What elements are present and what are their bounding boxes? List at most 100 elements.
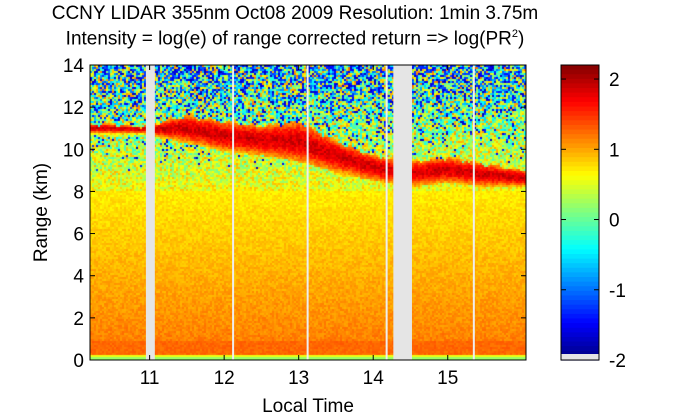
colorbar-tick-label: -2: [609, 351, 626, 372]
colorbar-segment: [561, 83, 599, 89]
y-tick-label: 10: [63, 140, 84, 161]
colorbar-segment: [561, 309, 599, 315]
colorbar-segment: [561, 336, 599, 343]
axes-box: [89, 64, 527, 361]
colorbar-segment: [561, 97, 599, 103]
x-tick-label: 12: [214, 368, 235, 389]
colorbar-segment: [561, 235, 599, 241]
colorbar-segment: [561, 253, 599, 260]
colorbar-segment: [561, 129, 599, 135]
colorbar-segment: [561, 217, 599, 223]
colorbar-segment: [561, 189, 599, 195]
y-tick-label: 2: [73, 309, 84, 330]
colorbar-segment: [561, 212, 599, 218]
colorbar-tick-label: 2: [609, 70, 620, 91]
colorbar-segment: [561, 138, 599, 144]
colorbar-segment: [561, 240, 599, 246]
colorbar-tick-label: -1: [609, 281, 626, 302]
chart-title-line2: Intensity = log(e) of range corrected re…: [0, 28, 590, 50]
title-line2-suffix: ): [518, 28, 525, 50]
colorbar-segment: [561, 175, 599, 181]
colorbar-segment: [561, 106, 599, 112]
colorbar-segment: [561, 69, 599, 75]
data-gap-1: [393, 65, 412, 360]
colorbar-segment: [561, 92, 599, 98]
colorbar-segment: [561, 277, 599, 283]
y-tick-label: 4: [73, 267, 84, 288]
colorbar-segment: [561, 244, 599, 250]
colorbar-segment: [561, 180, 599, 186]
y-tick-label: 6: [73, 225, 84, 246]
colorbar-tick-label: 1: [609, 140, 620, 161]
colorbar-segment: [561, 281, 599, 287]
colorbar-segment: [561, 166, 599, 172]
colorbar-segment: [561, 300, 599, 306]
thin-gap-3: [472, 65, 475, 360]
data-gap-0: [145, 65, 155, 360]
colorbar-segment: [561, 258, 599, 264]
colorbar-segment: [561, 226, 599, 232]
colorbar-segment: [561, 304, 599, 310]
colorbar-segment: [561, 65, 599, 71]
thin-gap-0: [232, 65, 235, 360]
colorbar-segment: [561, 267, 599, 274]
thin-gap-1: [306, 65, 309, 360]
colorbar-segment: [561, 290, 599, 297]
colorbar-segment: [561, 184, 599, 191]
colorbar-tick-label: 0: [609, 211, 620, 232]
colorbar-segment: [561, 194, 599, 200]
colorbar-segment: [561, 230, 599, 237]
colorbar-segment: [561, 295, 599, 301]
x-axis-label: Local Time: [262, 396, 354, 417]
y-tick-label: 0: [73, 351, 84, 372]
colorbar-segment: [561, 323, 599, 329]
colorbar-segment: [561, 272, 599, 278]
colorbar-segment: [561, 115, 599, 121]
colorbar-segment: [561, 134, 599, 140]
colorbar-segment: [561, 346, 599, 352]
colorbar-segment: [561, 147, 599, 154]
colorbar-segment: [561, 111, 599, 117]
y-axis-label: Range (km): [31, 163, 52, 262]
colorbar-segment: [561, 207, 599, 214]
colorbar-segment: [561, 171, 599, 177]
colorbar-segment: [561, 263, 599, 269]
colorbar-segment: [561, 74, 599, 80]
x-tick-label: 11: [140, 368, 160, 389]
colorbar-segment: [561, 78, 599, 85]
colorbar-segment: [561, 152, 599, 158]
colorbar-segment: [561, 286, 599, 292]
colorbar-segment: [561, 203, 599, 209]
colorbar-segment: [561, 318, 599, 324]
colorbar-segment: [561, 157, 599, 163]
chart-title-line1: CCNY LIDAR 355nm Oct08 2009 Resolution: …: [51, 3, 539, 24]
x-axis-ticks: 11 12 13 14 15: [140, 65, 458, 389]
thin-gap-2: [385, 65, 388, 360]
x-tick-label: 13: [288, 368, 309, 389]
colorbar-segment: [561, 143, 599, 149]
title-line2-prefix: Intensity = log(e) of range corrected re…: [65, 28, 512, 50]
colorbar-segment: [561, 332, 599, 338]
data-gaps: [145, 65, 475, 360]
colorbar-box: [560, 64, 600, 361]
colorbar-segment: [561, 350, 599, 356]
colorbar-segment: [561, 313, 599, 320]
x-tick-label: 14: [363, 368, 385, 389]
colorbar-segment: [561, 249, 599, 255]
title-line2-superscript: 2: [511, 28, 518, 40]
y-tick-label: 8: [73, 182, 84, 203]
colorbar-gap-swatch: [561, 354, 599, 360]
colorbar-ticks: -2 -1 0 1 2: [561, 70, 626, 372]
colorbar-segment: [561, 341, 599, 347]
y-tick-label: 12: [63, 98, 84, 119]
colorbar-segment: [561, 101, 599, 108]
colorbar-segment: [561, 120, 599, 126]
y-axis-ticks: 0 2 4 6 8 10 12 14: [63, 56, 526, 372]
colorbar-segment: [561, 124, 599, 131]
colorbar-segment: [561, 221, 599, 227]
colorbar-segment: [561, 88, 599, 94]
colorbar-segment: [561, 198, 599, 204]
colorbar: [561, 65, 599, 361]
colorbar-segment: [561, 327, 599, 333]
